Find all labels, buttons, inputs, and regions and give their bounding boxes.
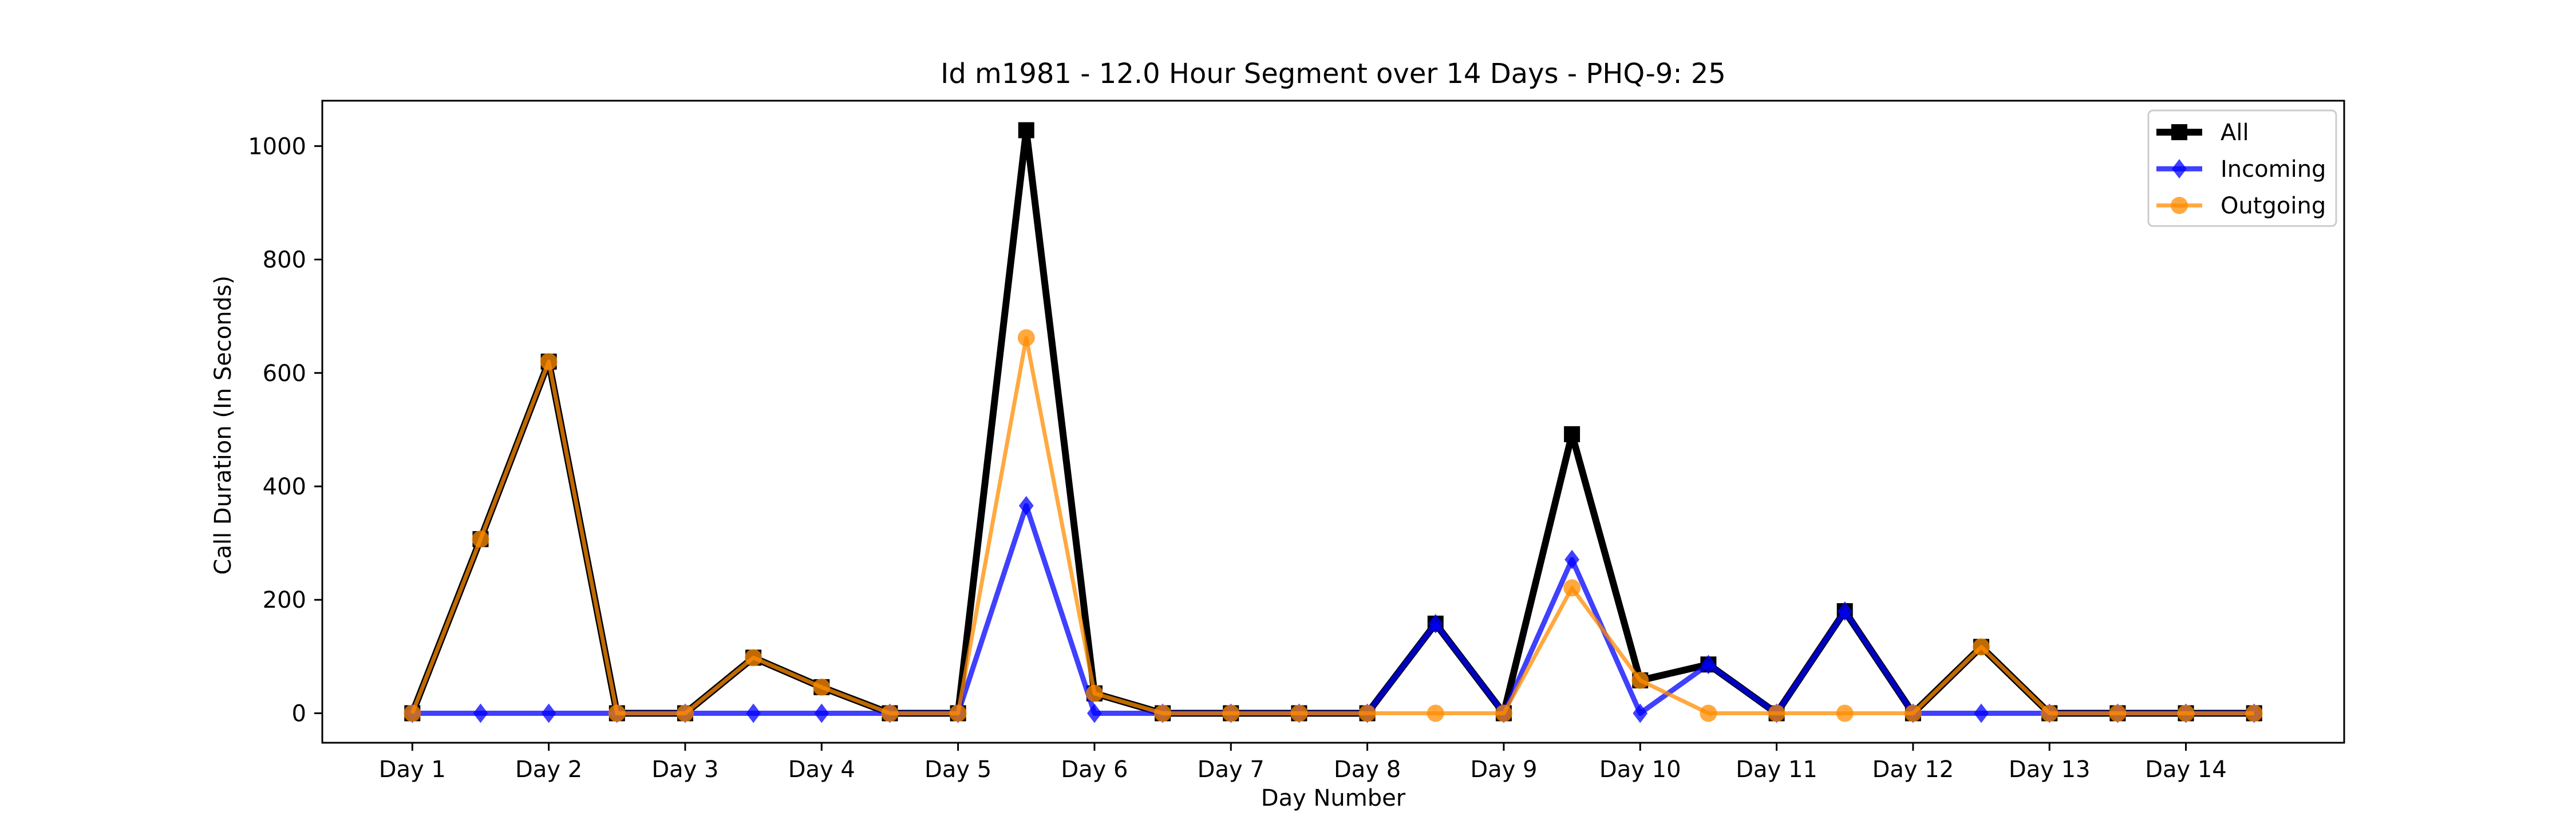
y-axis-label: Call Duration (In Seconds) [210, 276, 236, 575]
x-tick-label: Day 1 [379, 756, 446, 783]
y-tick-label: 600 [263, 360, 306, 387]
data-point-incoming [746, 703, 761, 723]
x-tick-label: Day 6 [1061, 756, 1128, 783]
y-tick-label: 400 [263, 474, 306, 500]
plot-area-frame [321, 100, 2345, 744]
legend-entry-all: All [2156, 120, 2249, 146]
data-point-outgoing [1700, 704, 1717, 722]
data-point-outgoing [1973, 638, 1990, 656]
x-tick-label: Day 10 [1599, 756, 1681, 783]
y-tick-label: 0 [292, 700, 306, 727]
data-point-outgoing [472, 530, 489, 548]
series-line-outgoing [410, 335, 2254, 715]
x-axis: Day 1 Day 2 Day 3 Day 4 Day 5 Day 6 Day 7 Day 8… [379, 743, 2227, 783]
x-tick-label: Day 9 [1470, 756, 1537, 783]
data-point-outgoing [404, 704, 421, 722]
data-point-outgoing [1495, 704, 1512, 722]
x-tick-label: Day 13 [2009, 756, 2091, 783]
data-point-outgoing [1631, 671, 1649, 689]
x-axis-label: Day Number [1261, 785, 1406, 811]
y-tick-label: 800 [263, 247, 306, 274]
x-tick-label: Day 3 [651, 756, 718, 783]
x-tick-label: Day 14 [2145, 756, 2227, 783]
data-point-outgoing [1290, 704, 1308, 722]
y-axis: 0 200 400 600 800 1000 [248, 133, 322, 727]
legend-swatch-marker [2171, 124, 2187, 140]
legend-box [2147, 109, 2337, 227]
data-point-outgoing [2041, 704, 2059, 722]
data-point-outgoing [1154, 704, 1172, 722]
data-point-incoming [814, 703, 829, 723]
y-tick-label: 200 [263, 587, 306, 613]
data-point-incoming [541, 703, 556, 723]
legend-entry-incoming: Incoming [2156, 156, 2326, 183]
data-point-all [1564, 426, 1581, 442]
data-point-outgoing [1768, 704, 1785, 722]
data-point-incoming [1837, 601, 1852, 621]
data-point-outgoing [745, 649, 762, 667]
legend-swatch-marker [2172, 159, 2187, 179]
legend: All Incoming Outgoing [2147, 109, 2337, 227]
data-point-outgoing [2177, 704, 2195, 722]
data-point-outgoing [2245, 704, 2263, 722]
data-point-outgoing [1222, 704, 1240, 722]
data-point-outgoing [540, 352, 558, 370]
x-tick-label: Day 4 [788, 756, 855, 783]
legend-label: All [2221, 120, 2249, 146]
series-layer [404, 122, 2263, 723]
data-point-outgoing [949, 704, 967, 722]
x-tick-label: Day 8 [1334, 756, 1401, 783]
x-tick-label: Day 5 [924, 756, 991, 783]
data-point-outgoing [1836, 704, 1854, 722]
data-point-outgoing [608, 704, 626, 722]
data-point-outgoing [676, 704, 694, 722]
data-point-incoming [1974, 703, 1989, 723]
x-tick-label: Day 12 [1872, 756, 1954, 783]
legend-label: Outgoing [2221, 193, 2326, 219]
series-outgoing [404, 329, 2263, 722]
chart-title: Id m1981 - 12.0 Hour Segment over 14 Day… [941, 58, 1726, 90]
data-point-incoming [1018, 496, 1034, 516]
data-point-outgoing [1904, 704, 1922, 722]
data-point-incoming [1564, 549, 1579, 569]
data-point-outgoing [881, 704, 899, 722]
data-point-outgoing [1358, 704, 1376, 722]
data-point-incoming [473, 703, 488, 723]
data-point-outgoing [813, 678, 831, 696]
data-point-outgoing [1563, 579, 1581, 597]
x-tick-label: Day 11 [1736, 756, 1818, 783]
legend-swatch-marker [2171, 197, 2188, 214]
x-tick-label: Day 2 [515, 756, 582, 783]
data-point-outgoing [1085, 684, 1103, 702]
data-point-incoming [1633, 703, 1648, 723]
data-point-outgoing [1017, 329, 1035, 347]
data-point-all [1018, 122, 1034, 138]
data-point-incoming [1087, 703, 1102, 723]
data-point-incoming [1428, 613, 1443, 633]
data-point-incoming [1701, 655, 1716, 675]
legend-entry-outgoing: Outgoing [2156, 193, 2326, 219]
data-point-outgoing [1427, 704, 1444, 722]
y-tick-label: 1000 [248, 133, 306, 160]
legend-label: Incoming [2221, 156, 2326, 183]
x-tick-label: Day 7 [1198, 756, 1265, 783]
data-point-outgoing [2109, 704, 2127, 722]
